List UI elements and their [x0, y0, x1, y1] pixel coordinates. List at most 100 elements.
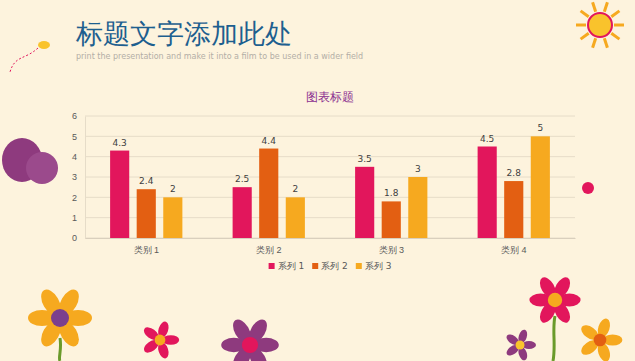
x-tick-label: 类别 2 — [256, 245, 282, 255]
grid — [85, 116, 575, 238]
x-tick-label: 类别 1 — [133, 245, 159, 255]
sun-ray — [576, 24, 586, 27]
data-label: 2 — [292, 184, 298, 194]
page-title: 标题文字添加此处 — [75, 18, 292, 49]
x-axis-line — [86, 238, 576, 239]
sun-ray — [604, 2, 607, 12]
data-label: 1.8 — [384, 188, 399, 198]
data-label: 2.5 — [235, 174, 249, 184]
stem — [59, 338, 60, 361]
x-axis: 类别 1 类别 2 类别 3 类别 4 — [86, 238, 576, 255]
x-tick: 类别 1 — [133, 238, 159, 255]
legend-swatch — [356, 263, 362, 269]
sun-ray — [581, 33, 589, 39]
series-bars — [137, 149, 524, 238]
chart-title: 图表标题 — [306, 90, 354, 104]
bar — [286, 197, 305, 238]
y-tick: 2 — [72, 193, 85, 203]
y-tick-label: 1 — [72, 213, 77, 223]
series-bars — [163, 136, 550, 238]
legend-swatch — [312, 263, 318, 269]
data-label: 3 — [415, 164, 421, 174]
decoration — [2, 2, 624, 361]
y-tick: 6 — [72, 111, 85, 121]
series-bars — [110, 147, 497, 239]
y-tick: 0 — [72, 233, 85, 243]
sun-ray — [614, 24, 624, 27]
y-tick-label: 4 — [72, 152, 77, 162]
flower — [505, 329, 536, 361]
flower-center — [548, 293, 562, 307]
y-tick-label: 3 — [72, 172, 77, 182]
bar — [355, 167, 374, 238]
bar — [137, 189, 156, 238]
y-tick-label: 5 — [72, 132, 77, 142]
legend-label: 系列 2 — [321, 261, 348, 271]
data-label: 5 — [537, 123, 543, 133]
bar — [478, 147, 497, 239]
flower-center — [594, 334, 607, 347]
grid-line — [85, 136, 575, 137]
page-subtitle: print the presentation and make it into … — [76, 52, 363, 61]
bee-trail — [10, 48, 38, 72]
flower-center — [155, 335, 166, 346]
legend-item: 系列 1 — [269, 261, 305, 271]
ladybug — [582, 182, 594, 194]
bar — [382, 201, 401, 238]
sun — [576, 2, 624, 48]
data-label: 3.5 — [358, 154, 372, 164]
y-axis: 0 1 2 3 4 5 6 — [72, 111, 86, 243]
legend-item: 系列 3 — [356, 261, 392, 271]
bars — [110, 136, 550, 238]
sun-ray — [581, 11, 589, 17]
bee — [38, 41, 50, 49]
bar — [504, 181, 523, 238]
legend-label: 系列 1 — [278, 261, 305, 271]
x-tick: 类别 4 — [501, 238, 527, 255]
stem — [553, 316, 555, 361]
bar — [233, 187, 252, 238]
y-tick: 3 — [72, 172, 85, 182]
grid-line — [85, 197, 575, 198]
grid-line — [85, 156, 575, 157]
flower-center — [51, 309, 69, 327]
bar — [408, 177, 427, 238]
y-axis-line — [85, 117, 86, 239]
sun-ray — [604, 38, 607, 48]
grid-line — [85, 238, 575, 239]
sun-disc — [588, 13, 612, 37]
y-tick-label: 0 — [72, 233, 77, 243]
sun-ray — [611, 33, 619, 39]
bar — [259, 149, 278, 238]
x-tick: 类别 2 — [256, 238, 282, 255]
legend-label: 系列 3 — [365, 261, 392, 271]
background — [0, 0, 635, 361]
data-label: 2 — [170, 184, 176, 194]
legend: 系列 1 系列 2 系列 3 — [269, 261, 392, 271]
sun-ray — [611, 11, 619, 17]
x-tick-label: 类别 3 — [378, 245, 404, 255]
data-label: 4.5 — [480, 134, 494, 144]
y-tick: 1 — [72, 213, 85, 223]
grid-line — [85, 116, 575, 117]
chart-canvas: 标题文字添加此处 print the presentation and make … — [0, 0, 635, 361]
data-label: 2.4 — [139, 176, 154, 186]
legend-swatch — [269, 263, 275, 269]
flower — [142, 320, 180, 359]
flower-center — [516, 341, 525, 350]
y-tick-label: 2 — [72, 193, 77, 203]
cloud — [26, 152, 58, 184]
bar — [110, 151, 129, 238]
x-tick-label: 类别 4 — [501, 245, 527, 255]
y-tick: 4 — [72, 152, 85, 162]
grid-line — [85, 217, 575, 218]
x-tick: 类别 3 — [378, 238, 404, 255]
flower — [579, 317, 623, 361]
data-label: 4.4 — [262, 136, 277, 146]
sun-ray — [593, 38, 596, 48]
y-tick: 5 — [72, 132, 85, 142]
bar — [531, 136, 550, 238]
data-label: 2.8 — [507, 168, 522, 178]
legend-item: 系列 2 — [312, 261, 348, 271]
data-labels: 4.32.53.54.52.44.41.82.82235 — [113, 123, 544, 198]
